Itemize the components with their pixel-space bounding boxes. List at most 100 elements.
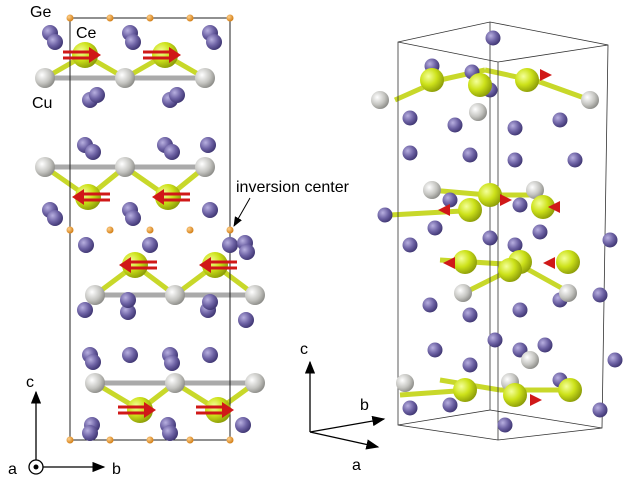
cu-atom <box>165 373 185 393</box>
ge-atom <box>125 34 141 50</box>
ge-atom <box>85 144 101 160</box>
ge-atom <box>47 210 63 226</box>
ge-atom <box>169 87 185 103</box>
axis-arrow <box>310 419 384 432</box>
ge-atom <box>488 333 503 348</box>
ge-atom <box>428 221 443 236</box>
ge-atom <box>164 355 180 371</box>
annotation-arrow <box>234 198 250 226</box>
ge-atom <box>202 294 218 310</box>
inversion-site <box>67 437 74 444</box>
ge-atom <box>483 231 498 246</box>
ge-atom <box>85 354 101 370</box>
cu-atom <box>195 157 215 177</box>
axis-label: a <box>8 461 17 478</box>
cu-atom <box>396 374 414 392</box>
inversion-site <box>147 437 154 444</box>
inversion-site <box>227 437 234 444</box>
ce-atom <box>503 383 527 407</box>
ce-atom <box>458 198 482 222</box>
inversion-site <box>107 227 114 234</box>
inversion-site <box>107 437 114 444</box>
ge-atom <box>125 210 141 226</box>
ge-atom <box>403 146 418 161</box>
cu-atom <box>195 68 215 88</box>
ge-atom <box>77 302 93 318</box>
ge-atom <box>238 312 254 328</box>
ge-atom <box>202 347 218 363</box>
atom-label: Ce <box>76 25 97 42</box>
cu-atom <box>85 285 105 305</box>
ge-atom <box>538 338 553 353</box>
spin-arrow-head <box>540 69 552 81</box>
ge-atom <box>162 425 178 441</box>
cu-atom <box>35 157 55 177</box>
annotation: inversion center <box>236 179 350 196</box>
ce-atom <box>453 378 477 402</box>
axis-out-of-plane <box>34 465 39 470</box>
ce-atom <box>420 68 444 92</box>
ce-atom <box>498 258 522 282</box>
crystal-structure-figure: Ge Ce Cu inversion center c a b c b a <box>0 0 629 487</box>
ge-atom <box>78 237 94 253</box>
inversion-site <box>187 437 194 444</box>
ge-atom <box>428 343 443 358</box>
ge-atom <box>568 153 583 168</box>
ce-atom <box>515 68 539 92</box>
ge-atom <box>508 121 523 136</box>
axis-label: c <box>26 374 34 391</box>
ge-atom <box>200 137 216 153</box>
ge-atom <box>463 308 478 323</box>
ge-atom <box>553 113 568 128</box>
atom-label: Cu <box>32 95 52 112</box>
cu-atom <box>521 351 539 369</box>
ge-atom <box>513 198 528 213</box>
ge-atom <box>486 31 501 46</box>
inversion-site <box>147 227 154 234</box>
ce-atom <box>558 378 582 402</box>
cu-atom <box>115 157 135 177</box>
ge-atom <box>498 418 513 433</box>
ge-atom <box>89 87 105 103</box>
inversion-site <box>227 15 234 22</box>
ge-atom <box>206 34 222 50</box>
ge-atom <box>423 298 438 313</box>
cu-atom <box>371 91 389 109</box>
axis-label: b <box>360 397 369 414</box>
cu-atom <box>115 68 135 88</box>
ce-atom <box>453 250 477 274</box>
ge-atom <box>463 358 478 373</box>
ce-atom <box>478 183 502 207</box>
atom-label: Ge <box>30 4 51 21</box>
ge-atom <box>239 244 255 260</box>
ce-atom <box>556 250 580 274</box>
ge-atom <box>120 292 136 308</box>
inversion-site <box>187 227 194 234</box>
ge-atom <box>403 111 418 126</box>
ge-atom <box>463 148 478 163</box>
cu-atom <box>559 284 577 302</box>
ge-atom <box>222 237 238 253</box>
ge-atom <box>403 401 418 416</box>
inversion-site <box>67 227 74 234</box>
ge-atom <box>164 144 180 160</box>
ge-atom <box>608 353 623 368</box>
cu-atom <box>35 68 55 88</box>
inversion-site <box>107 15 114 22</box>
ge-atom <box>593 288 608 303</box>
inversion-site <box>147 15 154 22</box>
ge-atom <box>378 208 393 223</box>
ge-atom <box>122 347 138 363</box>
ge-atom <box>593 403 608 418</box>
ge-atom <box>533 225 548 240</box>
cu-atom <box>581 91 599 109</box>
cu-atom <box>85 373 105 393</box>
cu-atom <box>245 373 265 393</box>
axis-label: b <box>112 461 121 478</box>
ge-atom <box>235 417 251 433</box>
atoms <box>35 15 623 444</box>
axis-label: a <box>352 457 361 474</box>
ge-atom <box>82 425 98 441</box>
ge-atom <box>47 34 63 50</box>
inversion-site <box>187 15 194 22</box>
